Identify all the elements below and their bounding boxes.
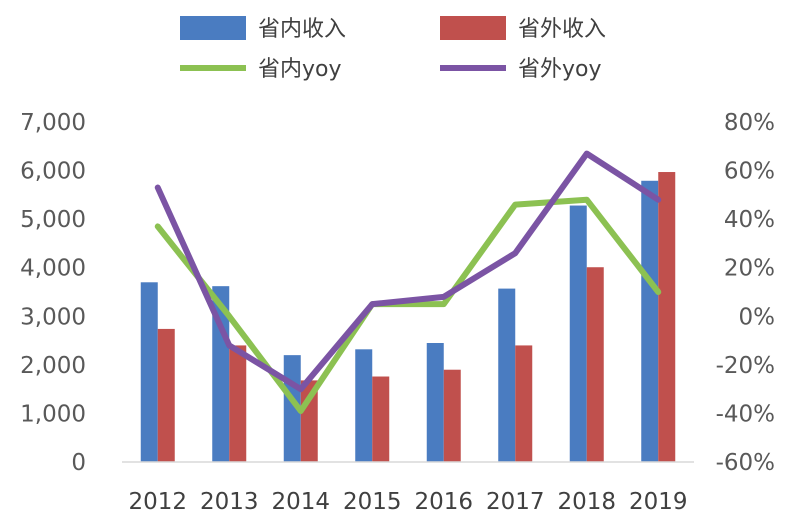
left-axis: 0 1,000 2,000 3,000 4,000 5,000 6,000 7,000 [20, 110, 86, 476]
bar-domestic-2018 [569, 205, 587, 463]
x-tick-label: 2014 [271, 489, 330, 515]
x-tick-label: 2019 [629, 489, 688, 515]
left-tick-label: 1,000 [20, 401, 86, 427]
x-tick-label: 2017 [486, 489, 545, 515]
legend-swatch [440, 16, 506, 40]
bar-external-2012 [157, 328, 175, 462]
left-tick-label: 7,000 [20, 110, 86, 136]
left-tick-label: 5,000 [20, 207, 86, 233]
legend-label: 省外yoy [518, 57, 602, 82]
lines [154, 150, 662, 414]
left-tick-label: 0 [71, 450, 86, 476]
line-domestic-yoy [154, 196, 662, 414]
left-tick-label: 3,000 [20, 304, 86, 330]
bar-external-2015 [372, 376, 390, 462]
right-tick-label: 60% [724, 159, 775, 185]
right-tick-label: -60% [716, 450, 775, 476]
bar-external-2018 [586, 267, 604, 462]
right-axis: -60% -40% -20% 0% 20% 40% 60% 80% [716, 110, 775, 476]
legend-label: 省内yoy [258, 57, 342, 82]
bar-domestic-2019 [641, 180, 659, 462]
bar-external-2016 [443, 369, 461, 462]
x-tick-label: 2016 [414, 489, 473, 515]
bar-domestic-2016 [426, 343, 444, 462]
line-external-yoy [154, 150, 662, 393]
x-axis: 2012 2013 2014 2015 2016 2017 2018 2019 [122, 461, 694, 515]
legend-swatch [180, 16, 246, 40]
legend-label: 省外收入 [518, 17, 606, 42]
bar-external-2017 [515, 345, 533, 462]
right-tick-label: 80% [724, 110, 775, 136]
x-tick-label: 2012 [128, 489, 187, 515]
right-tick-label: 0% [739, 304, 776, 330]
bar-external-2013 [229, 345, 247, 462]
left-tick-label: 6,000 [20, 159, 86, 185]
x-tick-label: 2015 [343, 489, 402, 515]
bar-domestic-2015 [355, 349, 373, 462]
bar-external-2019 [658, 172, 676, 462]
right-tick-label: -40% [716, 401, 775, 427]
bar-domestic-2012 [140, 282, 158, 462]
left-tick-label: 2,000 [20, 353, 86, 379]
right-tick-label: 20% [724, 256, 775, 282]
bars [140, 172, 676, 463]
bar-domestic-2017 [498, 288, 516, 462]
x-tick-label: 2018 [557, 489, 616, 515]
left-tick-label: 4,000 [20, 256, 86, 282]
legend-label: 省内收入 [258, 17, 346, 42]
right-tick-label: 40% [724, 207, 775, 233]
right-tick-label: -20% [716, 353, 775, 379]
x-tick-label: 2013 [200, 489, 259, 515]
